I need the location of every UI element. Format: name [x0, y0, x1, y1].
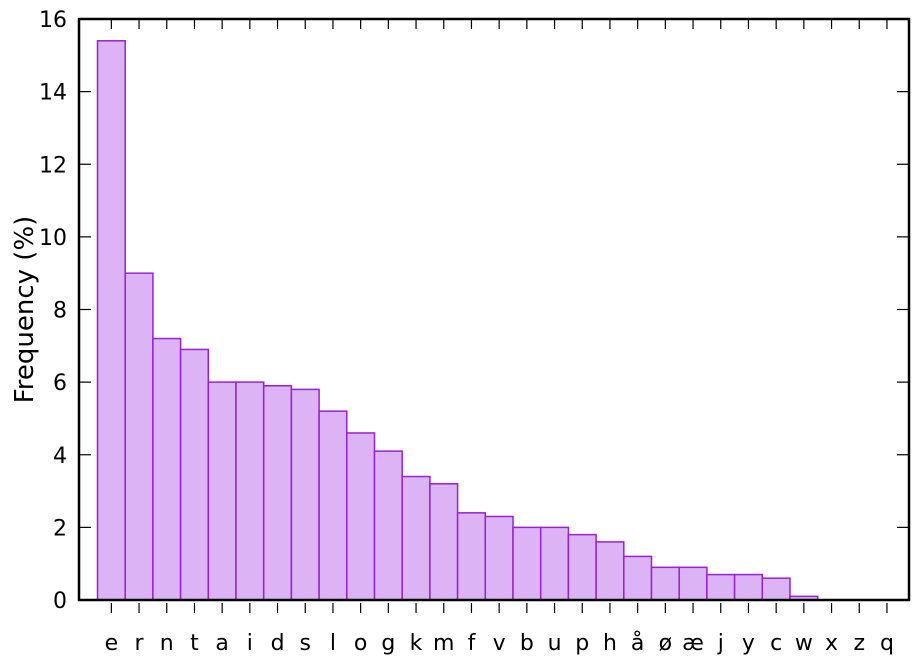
- y-tick-label: 16: [39, 8, 67, 33]
- x-tick-label: z: [853, 631, 865, 656]
- bar-i: [235, 381, 265, 601]
- x-tick-label: n: [160, 631, 174, 656]
- x-tick-label: t: [190, 631, 199, 656]
- ticks-group: [79, 18, 909, 613]
- y-tick-label: 2: [53, 516, 67, 541]
- bar-b: [512, 526, 542, 601]
- y-tick-label: 14: [39, 81, 67, 106]
- bar-p: [567, 533, 597, 601]
- x-tick-label: q: [880, 631, 894, 656]
- bar-d: [262, 385, 293, 601]
- bar-c: [761, 577, 791, 601]
- labels-group: e r n t a i d s l o g k m f v b u p h å ø æ j y c w x z q 0 2 4 6 8 10 12 14…: [39, 8, 894, 656]
- x-tick-label: o: [354, 631, 367, 656]
- bar-s: [290, 388, 320, 601]
- bar-t: [179, 348, 210, 601]
- bar-v: [484, 515, 514, 601]
- bar-m: [429, 483, 459, 601]
- x-tick-label: g: [381, 631, 395, 656]
- bars-group: [96, 40, 819, 601]
- bar-a: [207, 381, 237, 601]
- bar-o: [346, 432, 376, 601]
- y-tick-label: 10: [39, 226, 67, 251]
- y-axis-label: Frequency (%): [10, 216, 40, 404]
- x-tick-label: d: [271, 631, 285, 656]
- x-tick-label: k: [410, 631, 423, 656]
- x-tick-label: h: [603, 631, 617, 656]
- x-tick-label: æ: [682, 631, 704, 656]
- x-tick-label: å: [631, 630, 644, 656]
- bar-e: [96, 40, 126, 601]
- y-tick-label: 8: [53, 299, 67, 324]
- y-tick-label: 6: [53, 371, 67, 396]
- bar-f: [456, 512, 487, 601]
- x-tick-label: l: [330, 631, 336, 656]
- bar-æ: [678, 566, 708, 601]
- x-tick-label: u: [548, 631, 562, 656]
- x-tick-label: p: [575, 631, 589, 656]
- bar-l: [318, 410, 348, 601]
- x-tick-label: e: [105, 631, 119, 656]
- x-tick-label: j: [717, 631, 724, 656]
- x-tick-label: w: [795, 631, 813, 656]
- bar-r: [124, 272, 154, 601]
- x-tick-label: a: [215, 631, 228, 656]
- x-tick-label: s: [300, 631, 311, 656]
- bar-ø: [650, 566, 680, 601]
- bar-j: [706, 573, 736, 601]
- x-tick-label: x: [825, 631, 838, 656]
- bar-n: [152, 337, 182, 601]
- x-tick-label: m: [433, 631, 454, 656]
- bar-k: [401, 475, 431, 601]
- x-tick-label: y: [742, 631, 755, 656]
- x-tick-label: f: [468, 631, 477, 656]
- x-tick-label: c: [770, 631, 782, 656]
- x-tick-label: ø: [659, 631, 672, 656]
- bar-h: [595, 541, 625, 601]
- bar-y: [733, 573, 764, 601]
- x-tick-label: v: [493, 631, 506, 656]
- x-tick-label: r: [135, 631, 145, 656]
- x-tick-label: b: [520, 631, 534, 656]
- bar-g: [373, 450, 403, 601]
- y-tick-label: 4: [53, 444, 67, 469]
- y-tick-label: 12: [39, 153, 67, 178]
- bar-å: [623, 555, 653, 601]
- bar-u: [539, 526, 570, 601]
- y-tick-label: 0: [53, 589, 67, 614]
- x-tick-label: i: [247, 631, 253, 656]
